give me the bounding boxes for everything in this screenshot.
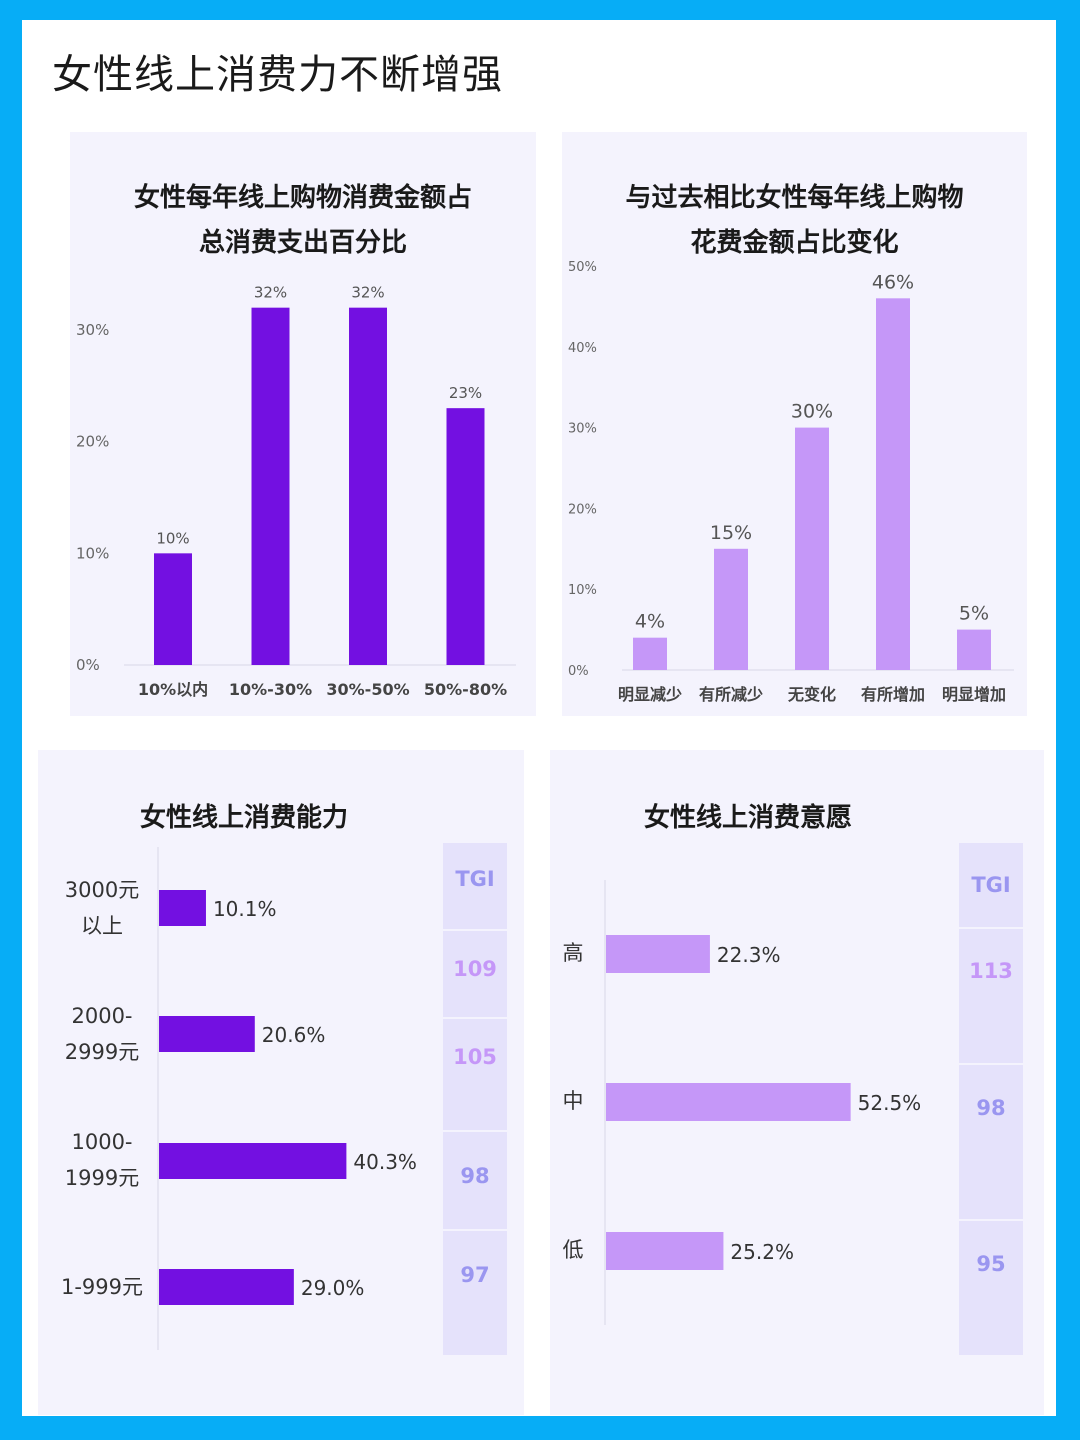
bar: [606, 1083, 851, 1121]
data-label: 25.2%: [730, 1240, 794, 1264]
data-label: 4%: [635, 611, 665, 633]
data-label: 10%: [156, 529, 189, 547]
bar: [606, 935, 710, 973]
tgi-divider: [959, 927, 1023, 929]
category-label-line: 1-999元: [60, 1275, 144, 1299]
tgi-value: 97: [460, 1263, 490, 1287]
page-title: 女性线上消费力不断增强: [52, 52, 503, 98]
y-tick-label: 50%: [568, 260, 597, 275]
tgi-divider: [959, 1219, 1023, 1221]
chart-title-line-2: 总消费支出百分比: [198, 228, 407, 258]
data-label: 30%: [791, 401, 833, 423]
tgi-header: TGI: [971, 873, 1011, 897]
x-tick-label: 有所减少: [699, 685, 763, 704]
chart-online-spend-share: 0% 10% 20% 30% 10% 10%以内 32% 10%-30% 32% 30%-50% 2…: [76, 284, 516, 699]
chart-title-line-1: 与过去相比女性每年线上购物: [625, 183, 964, 213]
bar: [159, 890, 206, 926]
bar: [876, 298, 910, 670]
category-label-line: 2000-: [71, 1004, 133, 1028]
data-label: 22.3%: [717, 943, 781, 967]
x-tick-label: 明显减少: [618, 685, 682, 704]
bar: [606, 1232, 724, 1270]
bar: [633, 637, 667, 670]
tgi-value: 95: [976, 1252, 1006, 1276]
x-tick-label: 30%-50%: [326, 680, 409, 699]
data-label: 15%: [710, 522, 752, 544]
tgi-value: 105: [453, 1045, 497, 1069]
tgi-value: 98: [976, 1096, 1006, 1120]
data-label: 5%: [959, 603, 989, 625]
chart-spend-change: 0% 10% 20% 30% 40% 50% 4% 明显减少 15% 有所减少 30% 无变化 46% 有…: [568, 260, 1014, 704]
category-label-line: 以上: [81, 914, 123, 938]
tgi-column: TGI 113 98 95: [959, 843, 1023, 1355]
data-label: 23%: [449, 384, 482, 402]
y-tick-label: 0%: [76, 656, 100, 674]
category-label: 1000- 1999元: [52, 1124, 152, 1196]
chart-panel-online-spend-share: 女性每年线上购物消费金额占 总消费支出百分比 0% 10% 20% 30% 10% 10%…: [70, 132, 536, 716]
tgi-value: 113: [969, 959, 1013, 983]
category-label: 1-999元: [52, 1269, 152, 1305]
x-tick-label: 10%-30%: [229, 680, 312, 699]
chart-consumption-ability: 10.1% 20.6% 40.3% 29.0%: [157, 847, 417, 1350]
tgi-value: 98: [460, 1164, 490, 1188]
data-label: 29.0%: [301, 1276, 365, 1300]
category-label: 3000元 以上: [52, 872, 152, 944]
y-tick-label: 20%: [568, 502, 597, 517]
chart-title: 女性线上消费意愿: [643, 803, 852, 833]
category-label: 低: [562, 1238, 584, 1262]
bar: [159, 1269, 294, 1305]
bar: [714, 548, 748, 670]
data-label: 52.5%: [858, 1091, 922, 1115]
chart-panel-spend-change: 与过去相比女性每年线上购物 花费金额占比变化 0% 10% 20% 30% 40% 50%…: [562, 132, 1027, 716]
data-label: 46%: [872, 271, 914, 293]
bar: [446, 408, 485, 665]
chart-consumption-willingness: 22.3% 52.5% 25.2%: [604, 880, 922, 1325]
y-tick-label: 10%: [76, 544, 109, 562]
bar: [159, 1143, 347, 1179]
y-tick-label: 0%: [568, 664, 589, 679]
x-tick-label: 有所增加: [861, 685, 925, 704]
x-tick-label: 10%以内: [138, 680, 208, 699]
chart-panel-consumption-ability: 女性线上消费能力 TGI 109 105 98 97 3000元 以上 2000…: [38, 750, 524, 1415]
y-tick-label: 20%: [76, 433, 109, 451]
category-label: 高: [562, 941, 584, 965]
x-tick-label: 50%-80%: [424, 680, 507, 699]
tgi-value: 109: [453, 957, 497, 981]
data-label: 32%: [351, 284, 384, 302]
data-label: 10.1%: [213, 897, 277, 921]
category-label: 2000- 2999元: [52, 998, 152, 1070]
bar: [154, 553, 192, 665]
category-label-line: 1000-: [71, 1130, 133, 1154]
y-tick-label: 30%: [76, 321, 109, 339]
chart-title: 女性线上消费能力: [139, 803, 348, 833]
category-label-line: 3000元: [64, 878, 140, 902]
category-label: 中: [562, 1089, 584, 1113]
x-tick-label: 明显增加: [942, 685, 1006, 704]
bar: [349, 307, 387, 665]
tgi-divider: [443, 1017, 507, 1019]
x-tick-label: 无变化: [787, 685, 836, 704]
data-label: 40.3%: [353, 1150, 417, 1174]
data-label: 20.6%: [262, 1023, 326, 1047]
bar: [795, 427, 829, 670]
category-label-line: 1999元: [64, 1166, 140, 1190]
tgi-header: TGI: [455, 867, 495, 891]
chart-title-line-1: 女性每年线上购物消费金额占: [133, 183, 472, 213]
bar: [159, 1016, 255, 1052]
y-tick-label: 40%: [568, 341, 597, 356]
tgi-divider: [443, 929, 507, 931]
tgi-column: TGI 109 105 98 97: [443, 843, 507, 1355]
y-tick-label: 10%: [568, 583, 597, 598]
category-label-line: 2999元: [64, 1040, 140, 1064]
tgi-divider: [443, 1229, 507, 1231]
tgi-divider: [959, 1063, 1023, 1065]
bar: [251, 307, 290, 665]
chart-title-line-2: 花费金额占比变化: [690, 228, 899, 258]
bar: [957, 629, 991, 670]
chart-panel-consumption-willingness: 女性线上消费意愿 TGI 113 98 95 高 中 低 22.3% 52.5% 2…: [550, 750, 1044, 1415]
tgi-divider: [443, 1130, 507, 1132]
y-tick-label: 30%: [568, 422, 597, 437]
data-label: 32%: [254, 284, 287, 302]
